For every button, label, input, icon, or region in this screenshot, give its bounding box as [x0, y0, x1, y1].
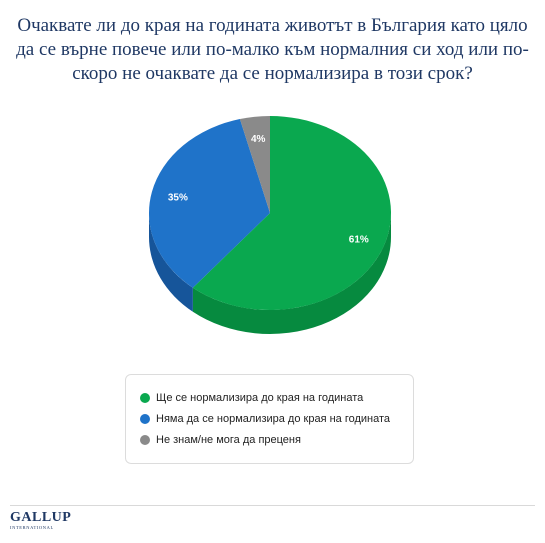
slice-not-normalize[interactable] — [149, 119, 270, 288]
pie-sides — [149, 213, 391, 334]
slice-normalize[interactable] — [192, 116, 391, 310]
legend-item-normalize[interactable]: Ще се нормализира до края на годината — [140, 387, 413, 408]
slice-normalize-side — [192, 213, 391, 334]
chart-legend: Ще се нормализира до края на годината Ня… — [125, 374, 414, 464]
legend-swatch-normalize — [140, 392, 150, 403]
legend-label-normalize: Ще се нормализира до края на годината — [156, 391, 364, 404]
footer-divider — [10, 505, 535, 506]
slice-not-normalize-value-label: 35% — [168, 192, 188, 203]
slice-normalize-value-label: 61% — [349, 235, 369, 246]
legend-label-not-normalize: Няма да се нормализира до края на година… — [156, 412, 391, 425]
slice-not-normalize-side — [149, 213, 193, 312]
pie-labels: 61% 35% 4% — [168, 134, 369, 246]
legend-swatch-dont-know — [140, 434, 150, 445]
logo-main-text: GALLUP — [10, 510, 72, 525]
slice-dont-know-value-label: 4% — [251, 134, 266, 145]
legend-item-not-normalize[interactable]: Няма да се нормализира до края на година… — [140, 408, 413, 429]
legend-label-dont-know: Не знам/не мога да преценя — [156, 433, 301, 446]
pie-slices — [149, 116, 391, 310]
legend-item-dont-know[interactable]: Не знам/не мога да преценя — [140, 429, 413, 450]
slice-dont-know[interactable] — [239, 116, 270, 213]
legend-swatch-not-normalize — [140, 413, 150, 424]
gallup-logo: GALLUP INTERNATIONAL — [10, 511, 71, 531]
chart-title: Очаквате ли до края на годината животът … — [16, 15, 529, 84]
logo-sub-text: INTERNATIONAL — [10, 525, 54, 530]
